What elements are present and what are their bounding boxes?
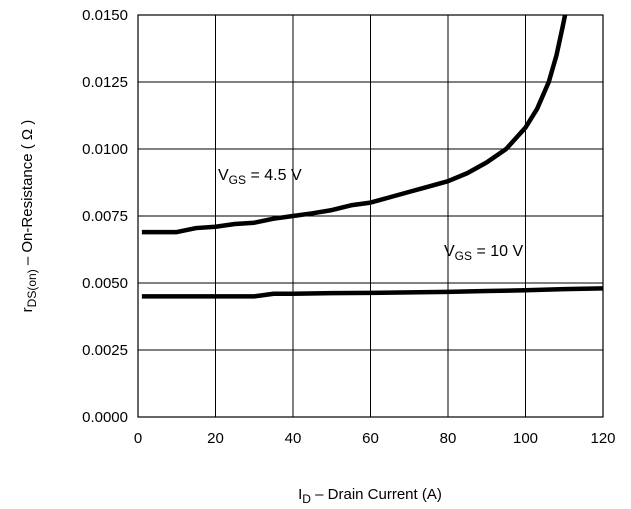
x-axis-label: ID – Drain Current (A) [298, 486, 442, 506]
y-tick-label: 0.0050 [82, 275, 128, 292]
series-label-vgs-4-5v: VGS = 4.5 V [218, 167, 302, 187]
plot-area [141, 15, 603, 299]
plot-frame [137, 14, 604, 418]
y-axis-label: rDS(on) – On-Resistance ( Ω ) [19, 120, 39, 313]
series-label-vgs-10v: VGS = 10 V [444, 243, 524, 263]
x-tick-label: 60 [362, 430, 379, 447]
y-tick-label: 0.0000 [82, 409, 128, 426]
x-tick-label: 100 [513, 430, 538, 447]
y-tick-label: 0.0075 [82, 208, 128, 225]
x-tick-label: 40 [285, 430, 302, 447]
series-line-0 [141, 15, 568, 235]
y-tick-label: 0.0100 [82, 141, 128, 158]
y-tick-label: 0.0150 [82, 7, 128, 24]
y-tick-label: 0.0025 [82, 342, 128, 359]
x-tick-label: 120 [590, 430, 615, 447]
x-tick-label: 80 [440, 430, 457, 447]
tick-labels: 0 20 40 60 80 100 120 0.0000 0.0025 0.0050 0.0075 0… [82, 7, 615, 447]
grid [137, 14, 604, 418]
series-line-1 [141, 286, 603, 299]
y-tick-label: 0.0125 [82, 74, 128, 91]
x-tick-label: 0 [134, 430, 142, 447]
x-tick-label: 20 [207, 430, 224, 447]
